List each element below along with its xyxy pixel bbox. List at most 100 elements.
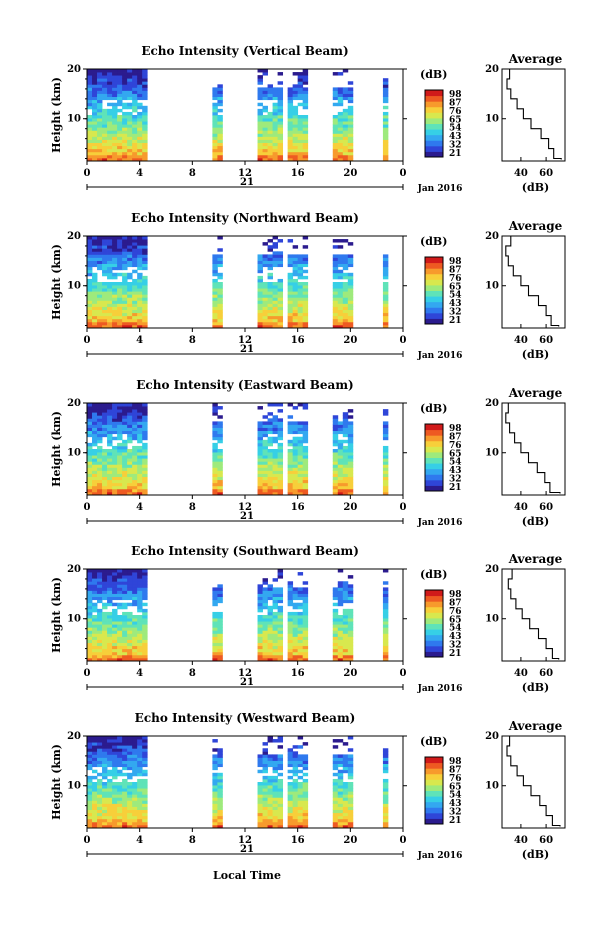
heatmap-cell [272,418,279,422]
heatmap-cell [302,818,309,823]
heatmap-cell [122,81,128,85]
heatmap-cell [117,642,123,647]
heatmap-cell [117,742,123,746]
heatmap-cell [112,105,118,110]
heatmap-cell [117,324,123,329]
heatmap-cell [292,812,299,817]
heatmap-cell [127,648,133,653]
heatmap-cell [297,309,304,314]
heatmap-cell [132,639,138,643]
heatmap-cell [97,748,103,752]
heatmap-cell [332,627,339,631]
heatmap-cell [127,473,133,477]
heatmap-cell [127,482,133,487]
heatmap-cell [347,318,354,323]
heatmap-cell [112,766,118,771]
heatmap-cell [297,627,304,631]
heatmap-cell [212,485,218,490]
heatmap-cell [142,424,148,428]
average-x-tick-label: 60 [539,335,553,346]
heatmap-cell [107,575,113,579]
heatmap-cell [337,627,344,631]
heatmap-cell [102,785,108,789]
heatmap-cell [92,751,98,755]
heatmap-cell [277,148,284,153]
heatmap-cell [102,572,108,576]
heatmap-cell [107,242,113,246]
heatmap-cell [97,115,103,119]
heatmap-cell [332,602,339,607]
heatmap-cell [302,794,309,798]
heatmap-cell [212,87,218,91]
heatmap-cell [92,315,98,320]
heatmap-cell [127,275,133,280]
heatmap-cell [337,621,344,625]
heatmap-cell [277,479,284,484]
heatmap-cell [117,127,123,131]
heatmap-cell [287,599,294,604]
heatmap-cell [302,464,309,468]
colorbar-tick-label: 21 [449,816,462,826]
heatmap-cell [132,491,138,496]
heatmap-cell [337,618,344,622]
heatmap-cell [302,636,309,640]
heatmap-cell [382,300,389,304]
heatmap-cell [382,269,389,274]
heatmap-cell [267,657,273,662]
heatmap-cell [142,485,148,490]
heatmap-cell [267,115,273,119]
heatmap-cell [107,421,113,425]
heatmap-cell [347,624,354,628]
heatmap-cell [337,812,344,817]
heatmap-cell [337,111,344,116]
heatmap-cell [122,605,128,610]
heatmap-cell [107,461,113,465]
heatmap-cell [87,473,93,477]
heatmap-cell [277,611,284,616]
heatmap-cell [87,421,93,425]
heatmap-cell [332,482,339,487]
heatmap-cell [382,763,389,768]
heatmap-cell [142,452,148,456]
heatmap-cell [127,93,133,97]
heatmap-cell [332,593,339,597]
colorbar-tick-label: 98 [449,90,462,100]
heatmap-cell [107,596,113,601]
heatmap-cell [287,415,294,419]
heatmap-cell [97,257,103,261]
heatmap-cell [347,651,354,656]
heatmap-cell [267,248,273,252]
heatmap-cell [342,621,349,625]
heatmap-cell [212,269,218,274]
heatmap-cell [97,751,103,755]
heatmap-cell [92,96,98,101]
heatmap-cell [277,599,284,604]
colorbar-band [425,106,443,113]
heatmap-cell [292,815,299,820]
heatmap-cell [277,818,284,823]
heatmap-cell [382,275,389,280]
heatmap-cell [92,145,98,150]
heatmap-cell [347,121,354,125]
heatmap-cell [297,300,304,304]
colorbar-band [425,479,443,486]
heatmap-cell [272,458,279,462]
heatmap-cell [132,309,138,314]
heatmap-cell [217,772,223,777]
heatmap-cell [137,124,143,128]
heatmap-cell [382,133,389,137]
heatmap-cell [102,245,108,249]
heatmap-cell [347,476,354,481]
heatmap-cell [212,458,218,462]
heatmap-cell [117,569,123,573]
heatmap-cell [342,118,349,122]
heatmap-cell [107,260,113,264]
heatmap-cell [112,587,118,591]
heatmap-cell [137,467,143,471]
heatmap-cell [337,145,344,150]
heatmap-cell [337,257,344,261]
heatmap-cell [107,418,113,422]
heatmap-cell [337,772,344,777]
heatmap-cell [137,809,143,814]
